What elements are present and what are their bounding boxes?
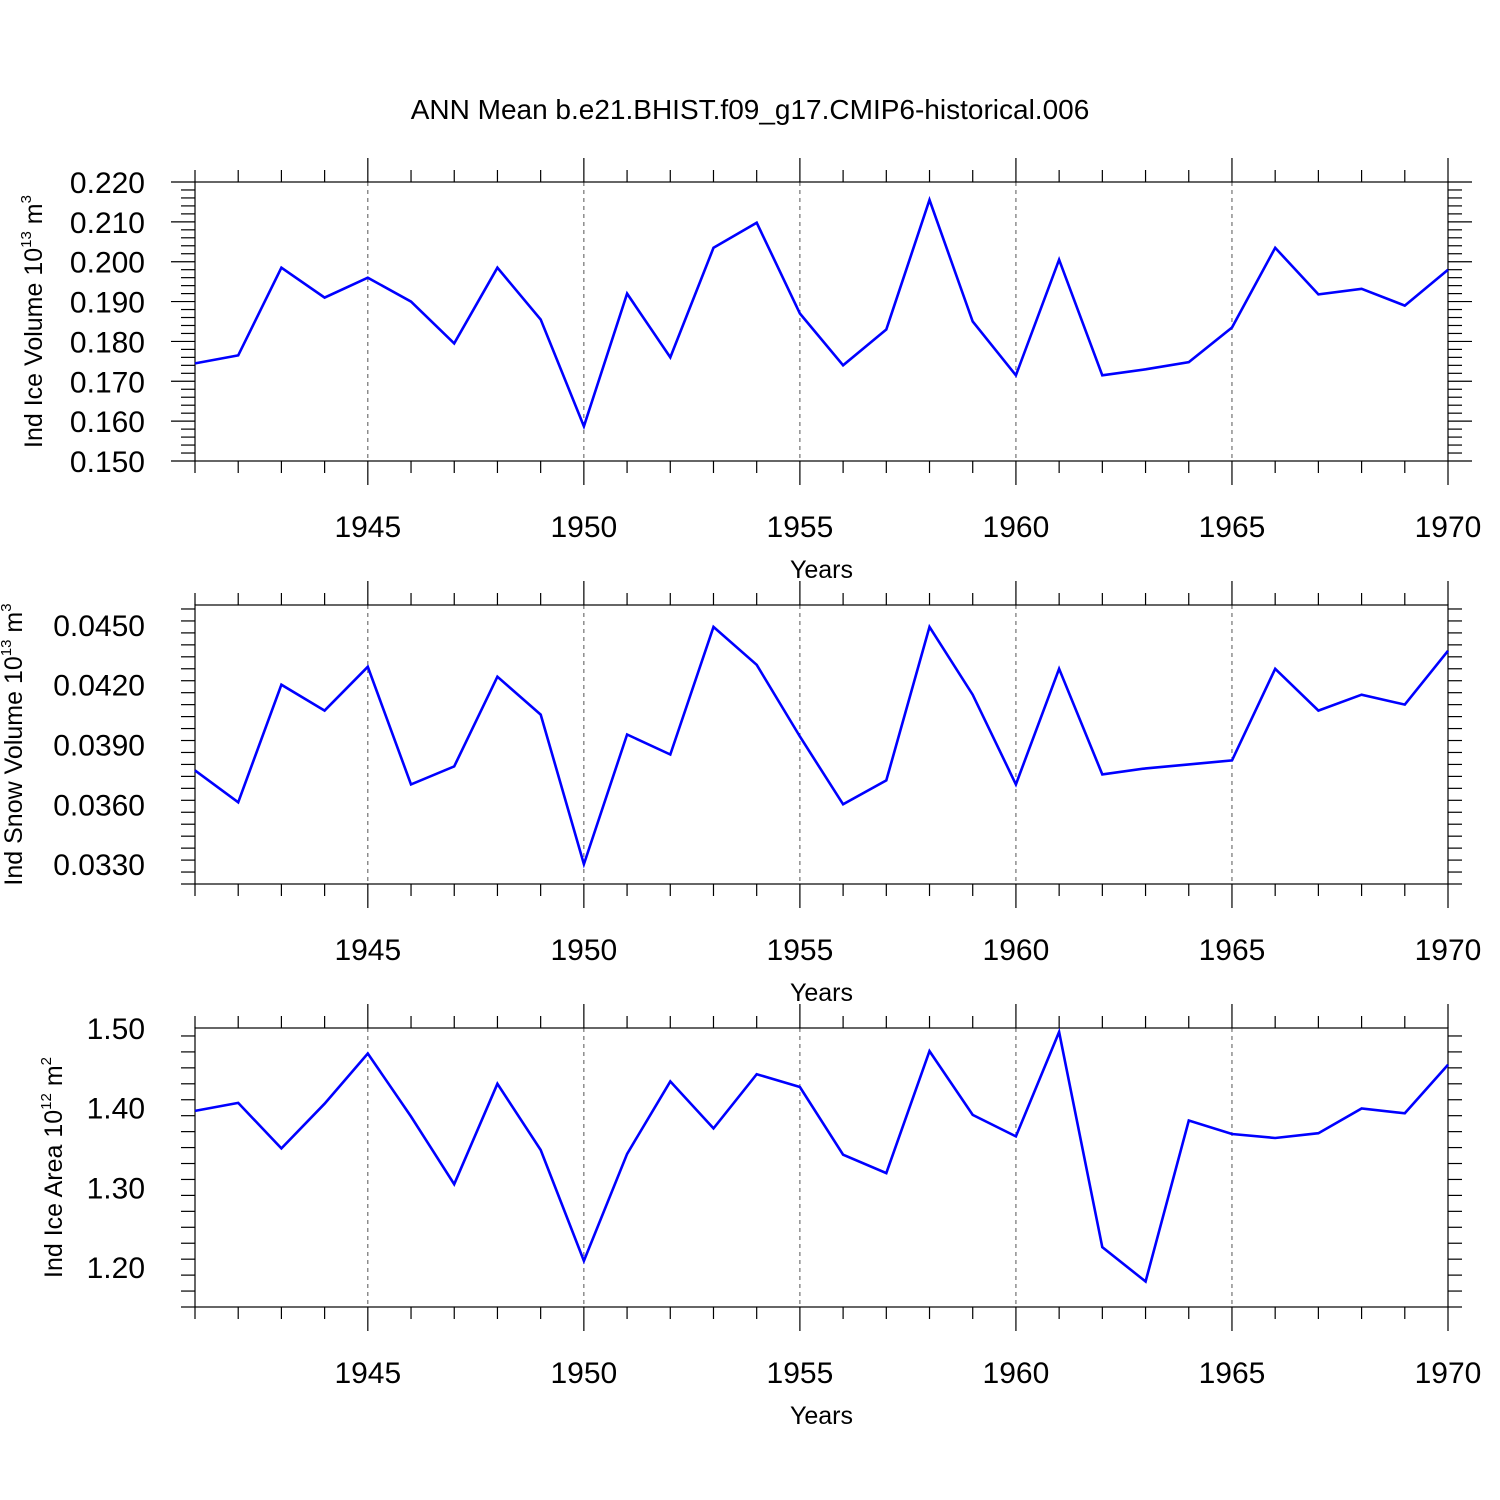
x-tick-label: 1965 — [1199, 934, 1266, 967]
series-line — [194, 1027, 1449, 1284]
x-tick-label: 1955 — [767, 511, 834, 544]
y-tick-label: 0.0390 — [53, 730, 145, 763]
y-tick-label: 0.0330 — [53, 849, 145, 882]
y-axis-title-ylabel-main: Ind Snow Volume 10 — [0, 656, 28, 885]
y-tick-label: 1.30 — [87, 1172, 145, 1205]
y-tick-label: 0.220 — [70, 167, 145, 200]
x-tick-label: 1960 — [983, 511, 1050, 544]
x-tick-label: 1945 — [334, 934, 401, 967]
x-tick-label: 1970 — [1415, 511, 1482, 544]
y-tick-label: 1.20 — [87, 1252, 145, 1285]
panel-3: 1945 1950 1955 1960 1965 1970 Years 1.20 1.30 1.4… — [38, 1004, 1481, 1430]
x-tick-label: 1955 — [767, 1357, 834, 1390]
y-axis-title-ylabel-exp: 12 — [38, 1093, 55, 1110]
y-axis-title-ylabel-unit: m — [0, 612, 28, 640]
panel-1: 1945 1950 1955 1960 1965 1970 Years 0.150 0.160 0… — [18, 158, 1481, 584]
y-tick-label: 0.160 — [70, 406, 145, 439]
x-axis-title: Years — [790, 1402, 853, 1430]
y-tick-label: 0.180 — [70, 326, 145, 359]
x-tick-label: 1965 — [1199, 511, 1266, 544]
y-axis-title-ylabel-unit-exp: 3 — [0, 603, 15, 611]
y-axis-title: Ind Snow Volume 1013 m3 — [0, 603, 28, 885]
series-line — [194, 195, 1449, 431]
y-axis-title-ylabel-main: Ind Ice Volume 10 — [20, 248, 48, 448]
x-tick-label: 1950 — [550, 511, 617, 544]
x-tick-label: 1945 — [334, 1357, 401, 1390]
x-tick-label: 1950 — [550, 1357, 617, 1390]
y-axis-title: Ind Ice Area 1012 m2 — [38, 1057, 68, 1278]
x-axis-title: Years — [790, 979, 853, 1007]
plot-frame — [194, 181, 1449, 462]
y-axis-title-ylabel-unit: m — [20, 203, 48, 231]
y-axis-title-ylabel-exp: 13 — [0, 640, 15, 657]
panel-2: 1945 1950 1955 1960 1965 1970 Years 0.0330 0.036… — [0, 581, 1481, 1007]
y-axis-title-ylabel-unit-exp: 2 — [38, 1057, 55, 1065]
panels-container: 1945 1950 1955 1960 1965 1970 Years 0.150 0.160 0… — [0, 158, 1481, 1430]
chart-title: ANN Mean b.e21.BHIST.f09_g17.CMIP6-histo… — [411, 94, 1090, 125]
y-axis-title-ylabel-main: Ind Ice Area 10 — [40, 1110, 68, 1278]
y-tick-label: 0.170 — [70, 366, 145, 399]
y-tick-label: 0.0420 — [53, 670, 145, 703]
x-axis-title: Years — [790, 556, 853, 584]
y-axis-title-ylabel-unit-exp: 3 — [18, 195, 35, 203]
x-tick-label: 1970 — [1415, 934, 1482, 967]
y-tick-label: 0.190 — [70, 287, 145, 320]
x-tick-label: 1950 — [550, 934, 617, 967]
x-tick-label: 1965 — [1199, 1357, 1266, 1390]
y-tick-label: 0.200 — [70, 247, 145, 280]
series-line — [194, 623, 1450, 869]
x-tick-label: 1970 — [1415, 1357, 1482, 1390]
y-axis-title-ylabel-unit: m — [40, 1065, 68, 1093]
x-tick-label: 1960 — [983, 1357, 1050, 1390]
plot-frame — [194, 604, 1449, 885]
y-tick-label: 0.0450 — [53, 610, 145, 643]
y-tick-label: 0.150 — [70, 446, 145, 479]
y-axis-title-ylabel-exp: 13 — [18, 231, 35, 248]
x-tick-label: 1960 — [983, 934, 1050, 967]
plot-frame — [194, 1027, 1449, 1308]
x-tick-label: 1955 — [767, 934, 834, 967]
y-tick-label: 0.210 — [70, 207, 145, 240]
y-tick-label: 1.40 — [87, 1093, 145, 1126]
y-tick-label: 0.0360 — [53, 789, 145, 822]
y-tick-label: 1.50 — [87, 1013, 145, 1046]
y-axis-title: Ind Ice Volume 1013 m3 — [18, 195, 48, 448]
x-tick-label: 1945 — [334, 511, 401, 544]
